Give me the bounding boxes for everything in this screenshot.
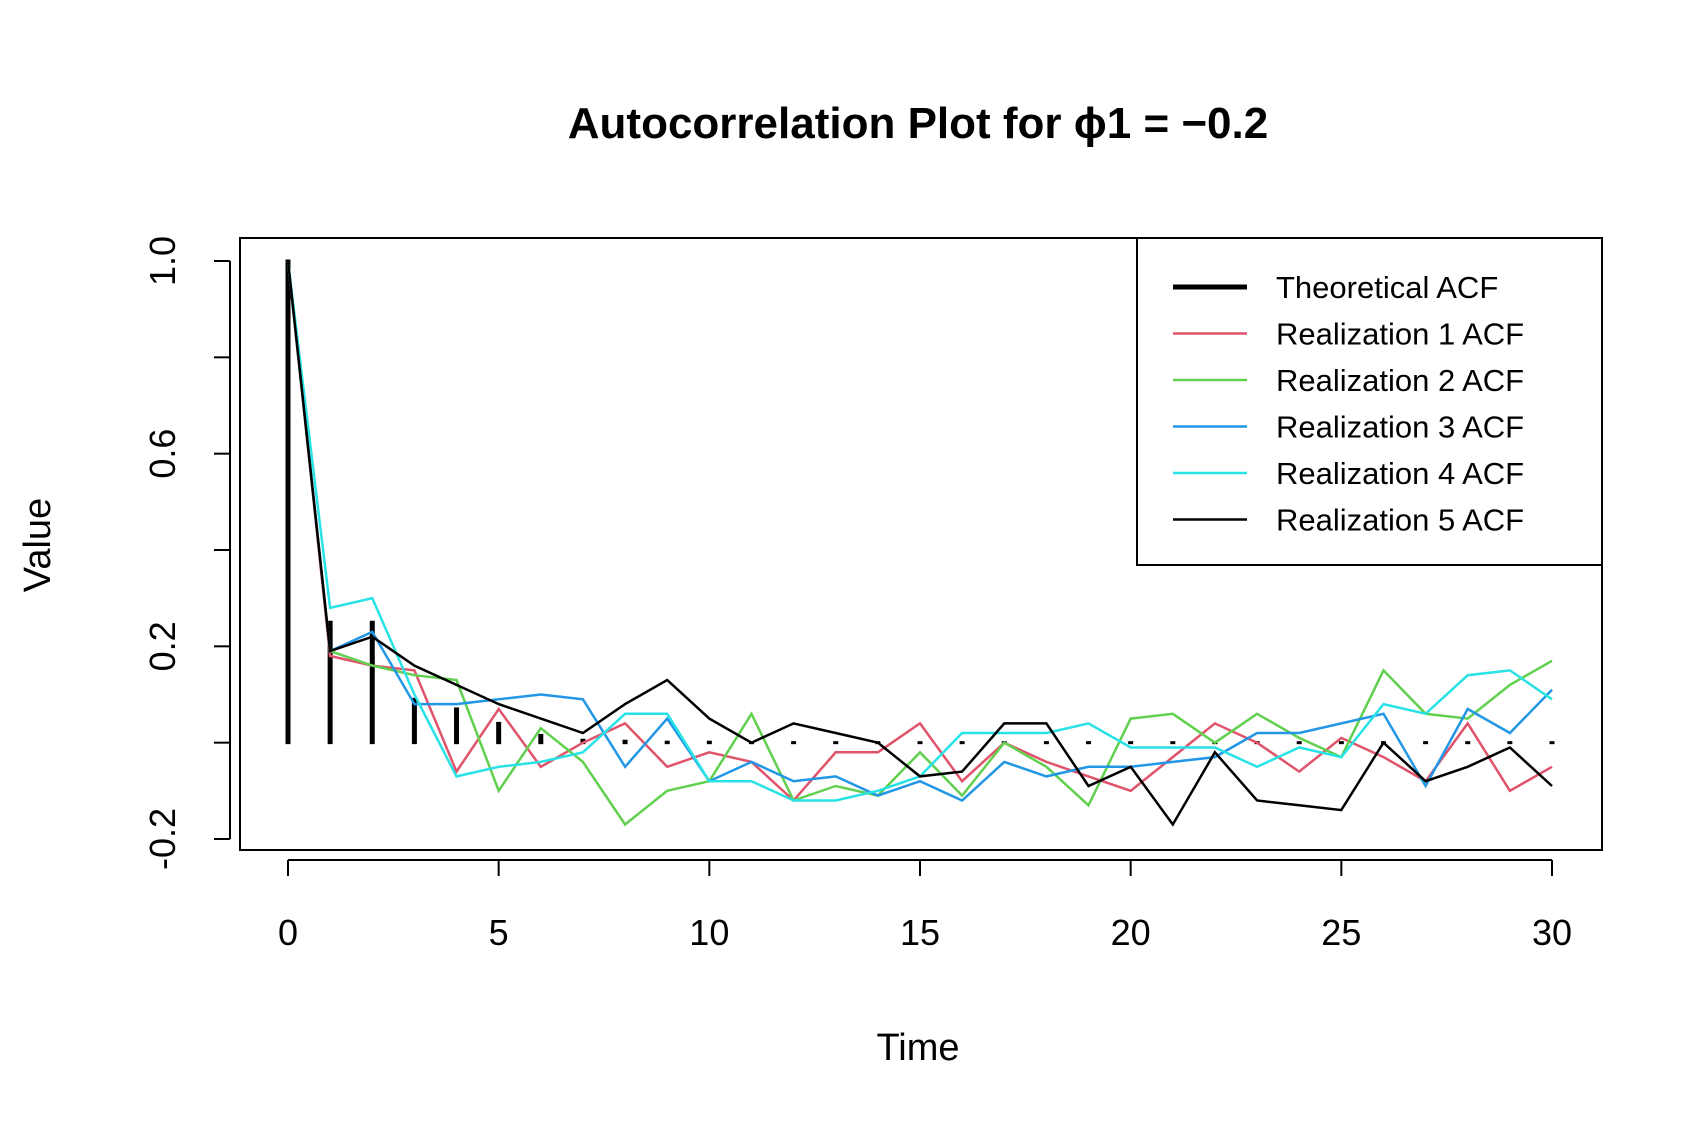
realization-1-line	[286, 260, 1553, 803]
realization-lines	[286, 260, 1553, 827]
legend-label: Realization 2 ACF	[1276, 363, 1524, 398]
y-tick-label: 0.2	[142, 621, 183, 671]
legend-label: Theoretical ACF	[1276, 270, 1498, 305]
legend-label: Realization 3 ACF	[1276, 410, 1524, 445]
legend-label: Realization 4 ACF	[1276, 456, 1524, 491]
legend: Theoretical ACF Realization 1 ACF Realizat…	[1136, 237, 1603, 566]
chart-title: Autocorrelation Plot for ϕ1 = −0.2	[568, 99, 1268, 148]
x-tick-label: 0	[278, 912, 298, 953]
x-tick-label: 10	[689, 912, 729, 953]
legend-entries: Theoretical ACF Realization 1 ACF Realizat…	[1173, 270, 1524, 538]
x-axis-label: Time	[876, 1027, 959, 1069]
theoretical-acf-lines	[285, 259, 1555, 745]
y-axis-label: Value	[17, 498, 59, 592]
y-tick-label: -0.2	[142, 808, 183, 870]
legend-label: Realization 1 ACF	[1276, 317, 1524, 352]
legend-box	[1136, 237, 1603, 566]
x-tick-label: 15	[900, 912, 940, 953]
y-tick-label: 1.0	[142, 236, 183, 286]
legend-label: Realization 5 ACF	[1276, 503, 1524, 538]
x-tick-label: 5	[489, 912, 509, 953]
x-tick-label: 30	[1532, 912, 1572, 953]
x-axis: 0 5 10 15 20 25 30	[278, 859, 1572, 953]
y-tick-label: 0.6	[142, 429, 183, 479]
y-axis: -0.2 0.2 0.6 1.0	[142, 236, 231, 870]
x-tick-label: 20	[1111, 912, 1151, 953]
realization-3-line	[286, 260, 1553, 802]
x-tick-label: 25	[1321, 912, 1361, 953]
realization-5-line	[286, 260, 1553, 827]
